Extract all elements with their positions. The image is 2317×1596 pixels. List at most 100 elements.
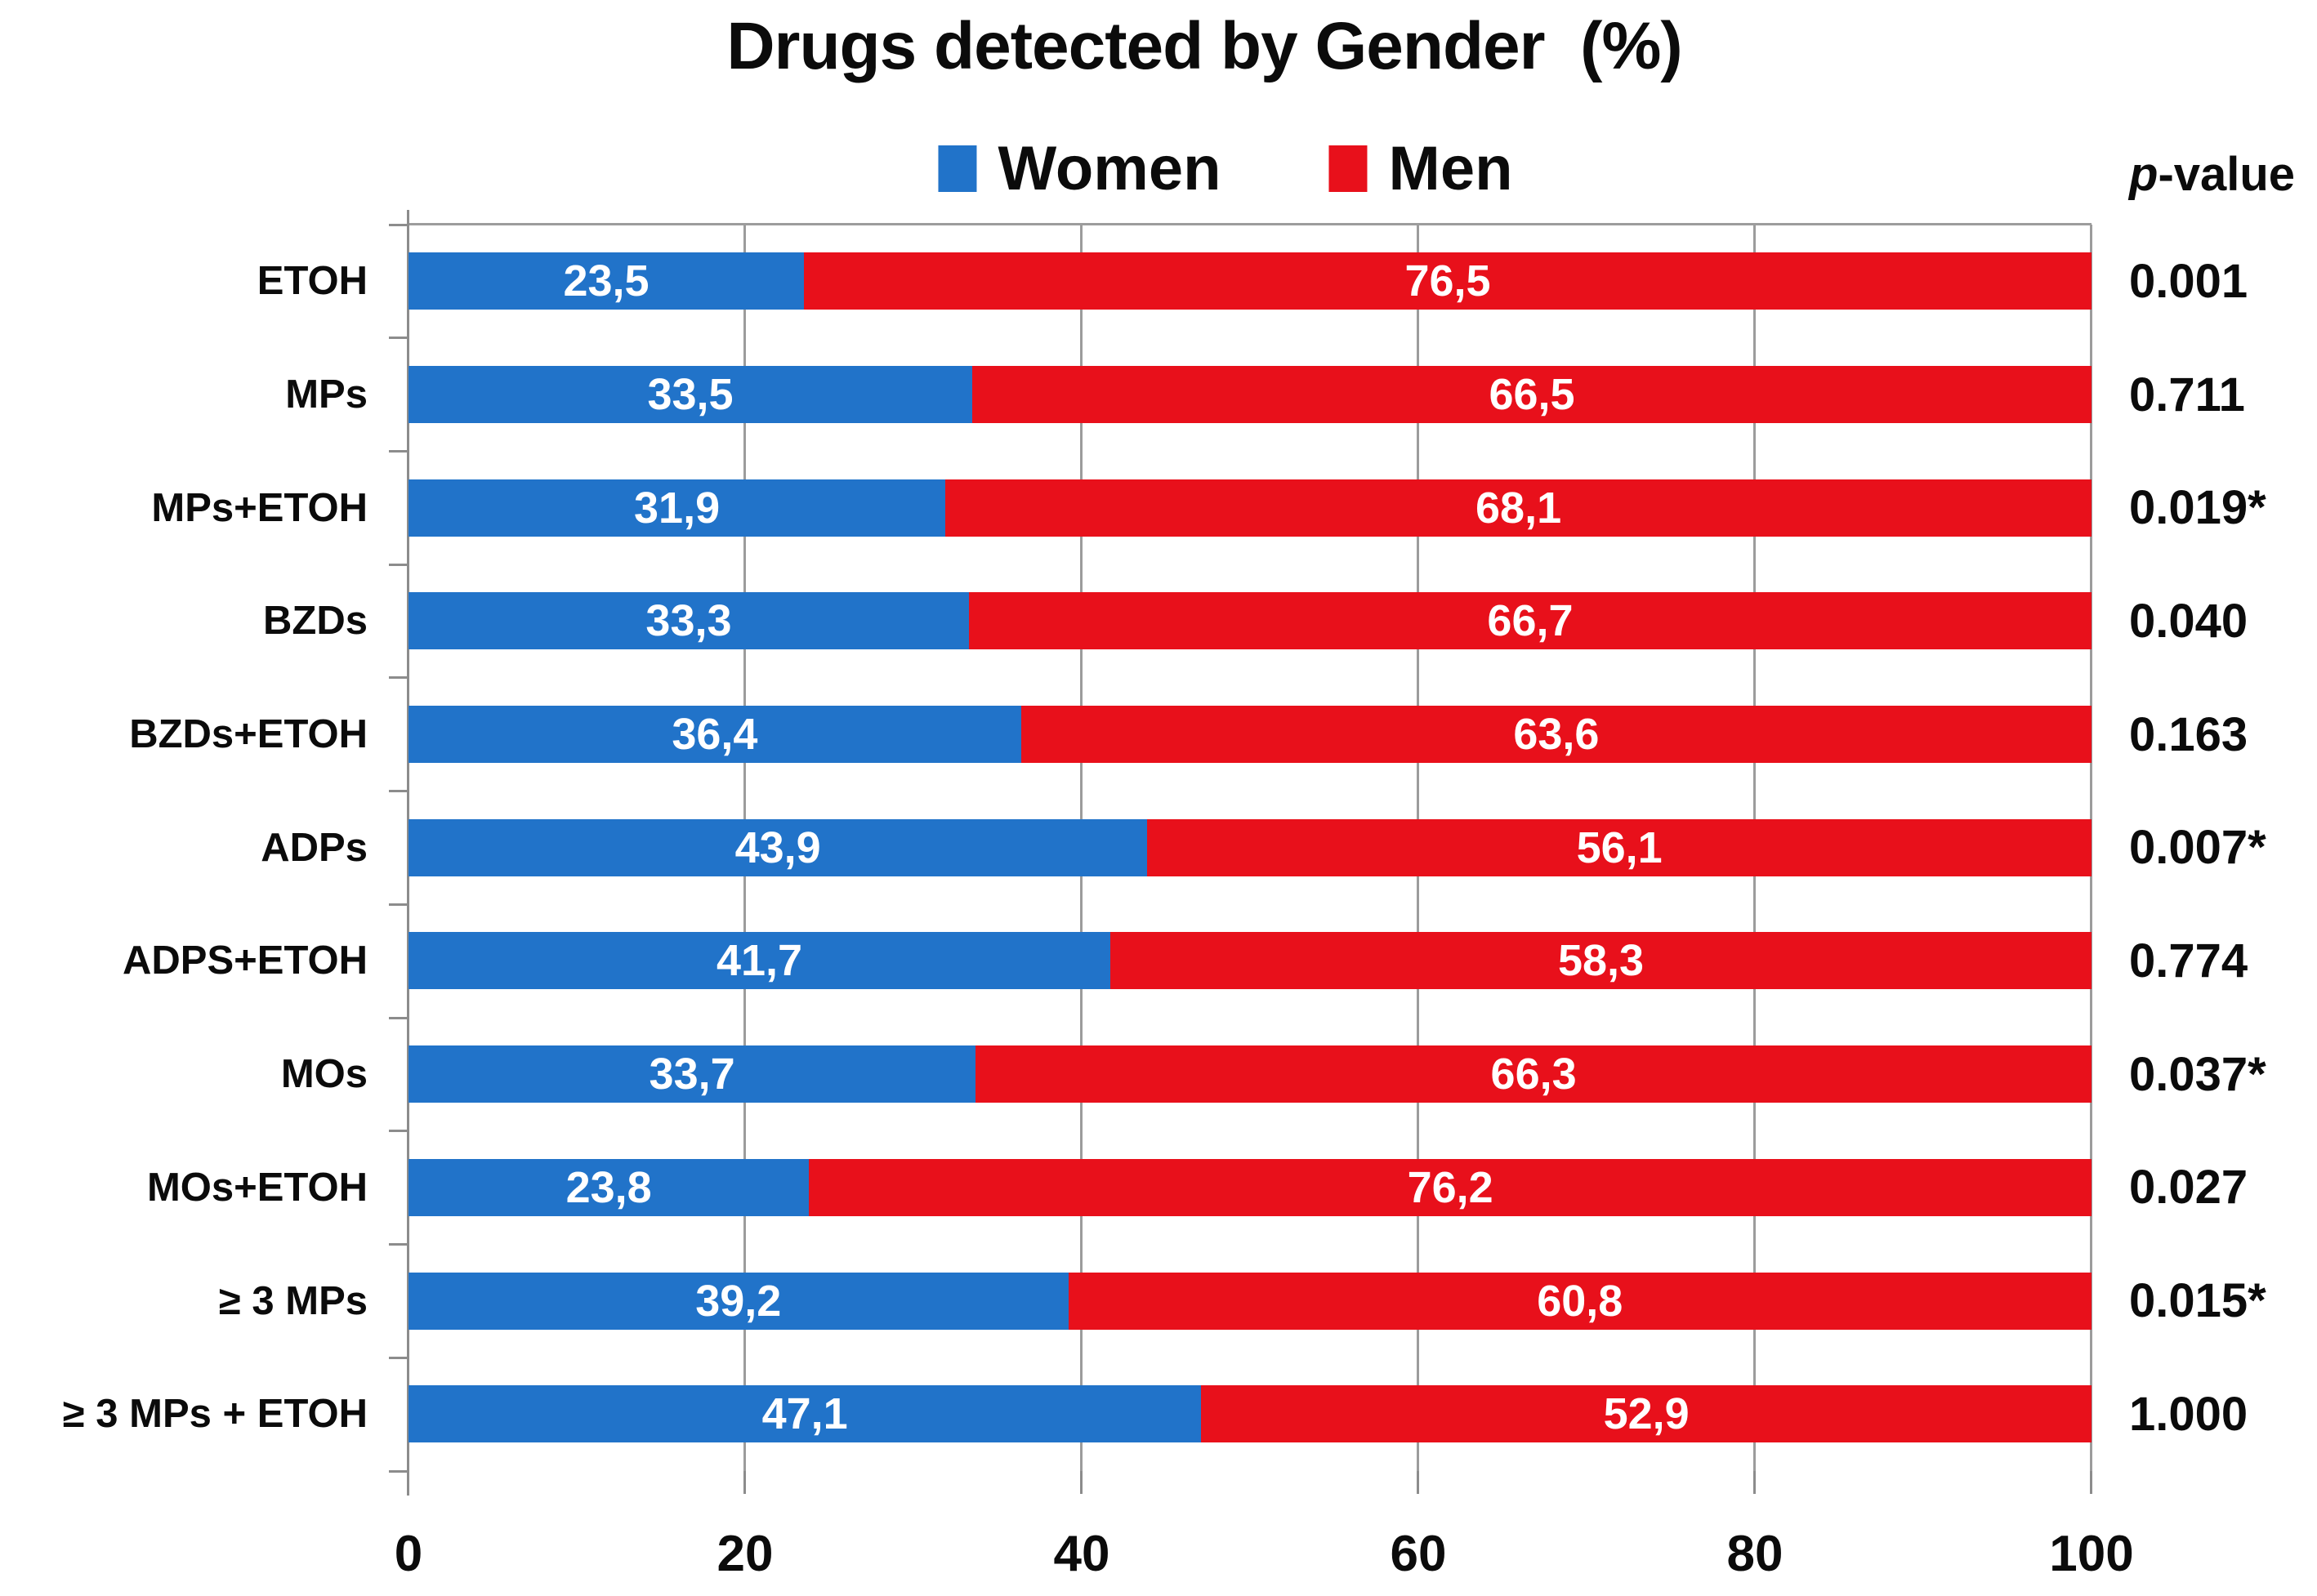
stacked-bar: 43,9 56,1: [408, 818, 2092, 876]
bar-value-women: 23,8: [565, 1162, 652, 1212]
category-label: MOs+ETOH: [146, 1165, 368, 1210]
p-value: 0.027: [2129, 1161, 2248, 1215]
category-boundary-tick: [389, 223, 408, 226]
p-value: 0.037*: [2129, 1047, 2266, 1101]
bar-segment-women: 33,5: [408, 366, 973, 424]
x-axis-tick-0: [407, 1471, 409, 1494]
bar-row: MPs 33,5 66,5 0.711: [0, 338, 2317, 452]
bar-value-men: 52,9: [1603, 1389, 1690, 1439]
bar-row: ≥ 3 MPs 39,2 60,8 0.015*: [0, 1244, 2317, 1357]
bar-value-men: 66,5: [1489, 370, 1575, 420]
stacked-bar: 41,7 58,3: [408, 932, 2092, 990]
stacked-bar: 39,2 60,8: [408, 1272, 2092, 1330]
p-value: 0.040: [2129, 594, 2248, 648]
bar-value-women: 47,1: [761, 1389, 848, 1439]
bar-segment-women: 41,7: [408, 932, 1111, 990]
bar-value-women: 33,7: [649, 1050, 735, 1099]
bar-segment-women: 36,4: [408, 706, 1021, 764]
category-boundary-tick: [389, 1243, 408, 1246]
bar-segment-men: 66,5: [972, 366, 2092, 424]
category-boundary-tick: [389, 903, 408, 906]
x-axis-tick-40: [1080, 1471, 1083, 1494]
category-boundary-tick: [389, 1130, 408, 1133]
bar-row: MPs+ETOH 31,9 68,1 0.019*: [0, 451, 2317, 564]
category-label: BZDs: [263, 599, 368, 644]
p-value: 1.000: [2129, 1387, 2248, 1441]
category-label: ADPs: [261, 825, 368, 870]
bar-segment-men: 60,8: [1068, 1272, 2092, 1330]
bar-segment-women: 23,8: [408, 1158, 810, 1216]
x-axis-tick-label: 80: [1726, 1526, 1784, 1582]
y-axis-line: [407, 210, 409, 1496]
legend-label: Men: [1388, 134, 1513, 203]
p-value-header-rest: -value: [2158, 148, 2296, 201]
legend-swatch-women: [938, 145, 977, 192]
bar-row: BZDs+ETOH 36,4 63,6 0.163: [0, 678, 2317, 791]
stacked-bar: 36,4 63,6: [408, 706, 2092, 764]
bar-value-men: 58,3: [1557, 936, 1645, 986]
category-label: MPs: [285, 372, 368, 417]
bar-value-men: 66,3: [1490, 1050, 1577, 1099]
category-boundary-tick: [389, 790, 408, 793]
bar-value-women: 33,5: [647, 370, 734, 420]
p-value-column-header: p-value: [2129, 147, 2295, 202]
bar-value-men: 60,8: [1537, 1276, 1623, 1326]
p-value: 0.007*: [2129, 821, 2266, 875]
p-value: 0.774: [2129, 934, 2248, 987]
p-value: 0.711: [2129, 368, 2245, 421]
bar-segment-men: 76,2: [809, 1158, 2092, 1216]
bar-segment-women: 31,9: [408, 479, 946, 537]
p-value: 0.163: [2129, 707, 2248, 761]
bar-row: ADPs 43,9 56,1 0.007*: [0, 791, 2317, 904]
stacked-bar: 31,9 68,1: [408, 479, 2092, 537]
category-label: ≥ 3 MPs: [218, 1278, 368, 1323]
bar-segment-women: 39,2: [408, 1272, 1069, 1330]
stacked-bar: 33,3 66,7: [408, 592, 2092, 650]
stacked-bar: 23,5 76,5: [408, 252, 2092, 310]
category-boundary-tick: [389, 1356, 408, 1359]
bar-segment-women: 33,7: [408, 1045, 976, 1103]
bar-segment-men: 66,3: [975, 1045, 2092, 1103]
bar-segment-women: 33,3: [408, 592, 969, 650]
x-axis-tick-label: 0: [394, 1526, 423, 1582]
category-label: ADPS+ETOH: [123, 938, 368, 983]
bar-value-women: 31,9: [634, 483, 721, 533]
category-label: MPs+ETOH: [151, 485, 368, 530]
bar-row: ≥ 3 MPs + ETOH 47,1 52,9 1.000: [0, 1357, 2317, 1471]
bar-row: BZDs 33,3 66,7 0.040: [0, 564, 2317, 678]
bar-segment-women: 43,9: [408, 818, 1148, 876]
x-axis-tick-label: 100: [2049, 1526, 2134, 1582]
bar-value-men: 56,1: [1576, 823, 1663, 872]
category-boundary-tick: [389, 676, 408, 680]
x-axis-tick-100: [2090, 1471, 2092, 1494]
category-label: ETOH: [257, 259, 368, 304]
bar-segment-men: 68,1: [945, 479, 2092, 537]
x-axis-labels: 0 20 40 60 80 100: [395, 1526, 2134, 1586]
stacked-bar: 47,1 52,9: [408, 1385, 2092, 1443]
p-value: 0.015*: [2129, 1274, 2266, 1328]
category-boundary-tick: [389, 337, 408, 340]
bar-segment-men: 56,1: [1147, 818, 2092, 876]
stacked-bar: 33,5 66,5: [408, 366, 2092, 424]
bar-segment-men: 66,7: [968, 592, 2092, 650]
bar-value-men: 76,5: [1404, 256, 1491, 306]
chart-title: Drugs detected by Gender (%): [726, 9, 1682, 83]
legend-item-women: Women: [938, 133, 1221, 204]
legend-label: Women: [998, 134, 1221, 203]
bar-value-women: 39,2: [695, 1276, 782, 1326]
x-axis-tick-20: [743, 1471, 746, 1494]
bar-segment-women: 23,5: [408, 252, 805, 310]
bar-value-men: 66,7: [1487, 596, 1574, 646]
bar-segment-men: 63,6: [1020, 706, 2092, 764]
bar-value-women: 41,7: [716, 936, 803, 986]
plot-top-border: [408, 223, 2092, 225]
category-label: MOs: [280, 1052, 368, 1097]
bar-value-women: 23,5: [563, 256, 650, 306]
p-value: 0.001: [2129, 254, 2248, 308]
bar-segment-men: 52,9: [1201, 1385, 2092, 1443]
category-boundary-tick: [389, 1469, 408, 1473]
bar-row: MOs+ETOH 23,8 76,2 0.027: [0, 1131, 2317, 1245]
stacked-bar: 23,8 76,2: [408, 1158, 2092, 1216]
bar-value-women: 43,9: [734, 823, 821, 872]
